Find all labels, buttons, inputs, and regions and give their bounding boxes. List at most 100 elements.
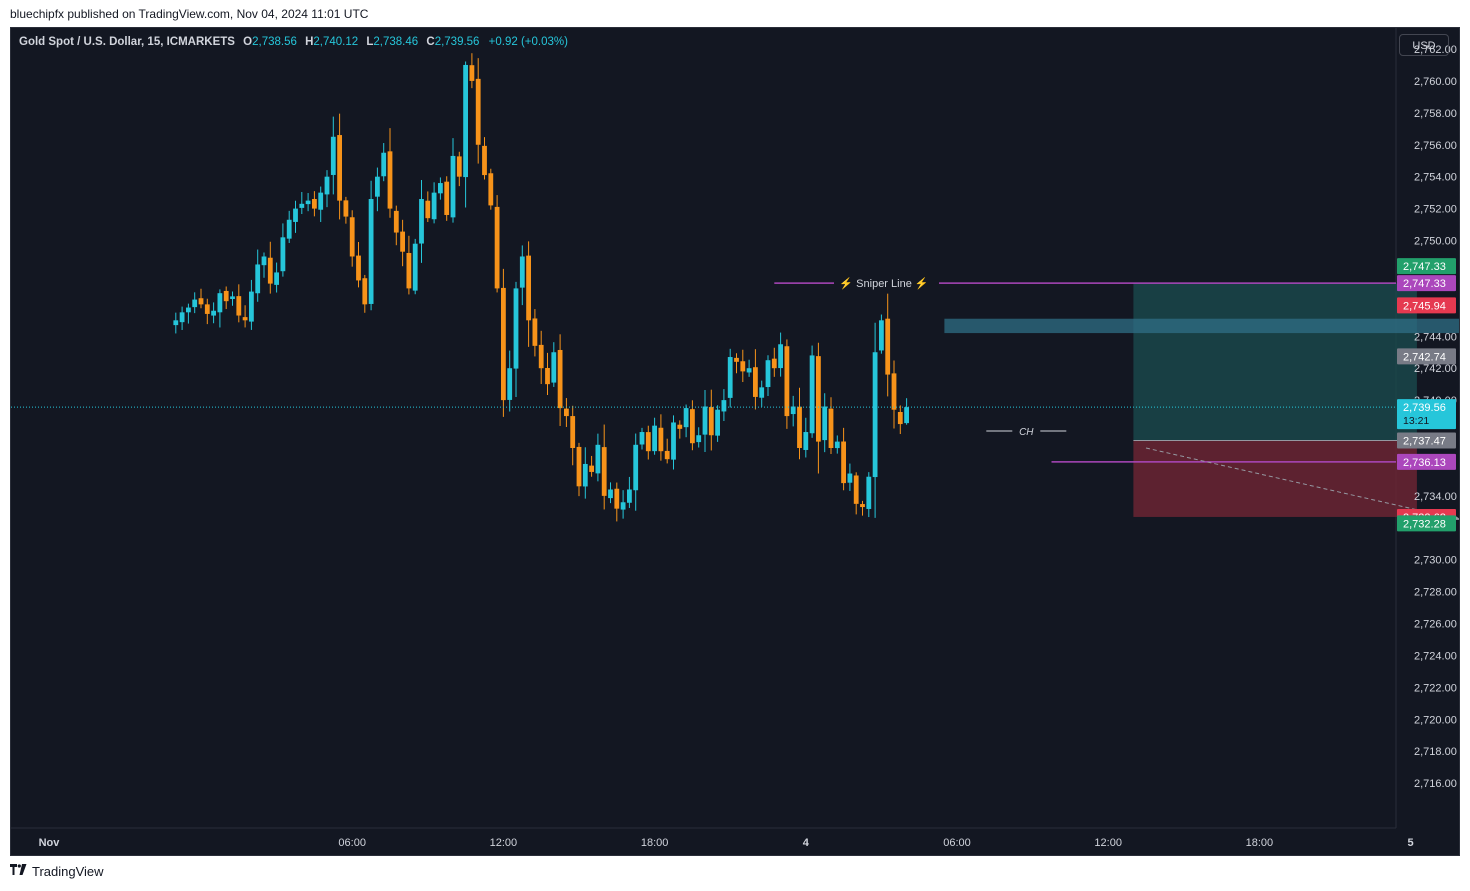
candle[interactable] <box>368 199 374 304</box>
candle[interactable] <box>267 257 273 284</box>
candle[interactable] <box>608 489 613 499</box>
candle[interactable] <box>690 409 695 444</box>
candle[interactable] <box>822 406 828 441</box>
candle[interactable] <box>753 367 758 397</box>
candle[interactable] <box>249 291 254 322</box>
candle[interactable] <box>211 310 216 316</box>
candle[interactable] <box>784 346 790 417</box>
supply-zone[interactable] <box>944 318 1460 334</box>
long-stop-zone[interactable] <box>1133 440 1417 517</box>
candle[interactable] <box>589 465 594 472</box>
candle[interactable] <box>173 320 179 326</box>
candle[interactable] <box>280 237 286 272</box>
long-target-zone[interactable] <box>1133 283 1417 441</box>
candle[interactable] <box>734 357 739 362</box>
candle[interactable] <box>570 416 576 448</box>
candle[interactable] <box>198 298 204 305</box>
candle[interactable] <box>866 476 872 509</box>
candle[interactable] <box>532 318 538 346</box>
candle[interactable] <box>223 290 229 302</box>
candle[interactable] <box>349 217 355 257</box>
candle[interactable] <box>469 65 475 81</box>
candle[interactable] <box>891 373 897 410</box>
candle[interactable] <box>582 463 588 487</box>
candle[interactable] <box>393 210 399 233</box>
candle[interactable] <box>204 304 210 314</box>
candle[interactable] <box>885 318 891 375</box>
candle[interactable] <box>324 176 330 195</box>
candle[interactable] <box>834 441 840 449</box>
candle[interactable] <box>721 400 727 412</box>
candle[interactable] <box>456 156 462 177</box>
candle[interactable] <box>595 444 601 474</box>
candle[interactable] <box>230 296 235 299</box>
candle[interactable] <box>746 368 752 373</box>
candle[interactable] <box>526 255 531 321</box>
candle[interactable] <box>293 208 298 222</box>
candle[interactable] <box>828 408 834 448</box>
candle[interactable] <box>192 299 198 308</box>
candle[interactable] <box>312 198 317 209</box>
candle[interactable] <box>683 408 689 428</box>
candle[interactable] <box>475 78 481 145</box>
candle[interactable] <box>904 407 909 424</box>
currency-button[interactable]: USD <box>1399 34 1449 56</box>
footer-brand[interactable]: TradingView <box>32 864 104 879</box>
candle[interactable] <box>431 192 437 220</box>
candle[interactable] <box>620 502 626 510</box>
candle[interactable] <box>897 411 903 425</box>
candle[interactable] <box>708 407 714 436</box>
candle[interactable] <box>286 219 292 239</box>
candle[interactable] <box>362 278 368 305</box>
candle[interactable] <box>702 406 708 435</box>
candle[interactable] <box>715 409 720 436</box>
candle[interactable] <box>658 427 664 452</box>
projection-arrow[interactable] <box>1145 447 1460 520</box>
candle[interactable] <box>400 231 405 252</box>
candle[interactable] <box>671 422 676 460</box>
candle[interactable] <box>318 192 324 210</box>
candle[interactable] <box>513 288 519 369</box>
candle[interactable] <box>406 252 412 289</box>
candle[interactable] <box>879 320 884 351</box>
candle[interactable] <box>381 152 387 177</box>
candle[interactable] <box>488 173 494 206</box>
candle[interactable] <box>576 446 582 487</box>
candle[interactable] <box>645 432 651 452</box>
candle[interactable] <box>375 176 380 197</box>
candle[interactable] <box>236 296 242 316</box>
candle[interactable] <box>501 287 506 401</box>
candle[interactable] <box>816 356 821 442</box>
candle[interactable] <box>797 406 802 448</box>
candle[interactable] <box>847 473 853 483</box>
candle[interactable] <box>450 155 456 218</box>
candle[interactable] <box>627 489 632 503</box>
candle[interactable] <box>255 264 261 294</box>
candle[interactable] <box>639 432 645 445</box>
candle[interactable] <box>771 358 777 369</box>
candle[interactable] <box>186 307 191 313</box>
candle[interactable] <box>261 256 267 266</box>
candle[interactable] <box>299 203 305 208</box>
candle[interactable] <box>652 425 657 452</box>
candle[interactable] <box>614 488 620 509</box>
chart-frame[interactable]: ⚡ Sniper Line ⚡ CH 2,762.00 2,760.00 2,758.0… <box>10 27 1460 856</box>
candle[interactable] <box>790 406 796 415</box>
candle[interactable] <box>387 151 393 209</box>
candle[interactable] <box>759 387 765 398</box>
candle[interactable] <box>778 344 783 369</box>
candle[interactable] <box>343 200 349 217</box>
candle[interactable] <box>425 200 431 219</box>
candle[interactable] <box>419 199 424 244</box>
candle[interactable] <box>740 361 746 372</box>
candle[interactable] <box>601 447 607 496</box>
candle[interactable] <box>482 145 487 176</box>
symbol-title[interactable]: Gold Spot / U.S. Dollar, 15, ICMARKETS <box>19 36 235 48</box>
candle[interactable] <box>538 344 544 369</box>
candle[interactable] <box>809 355 815 434</box>
candle[interactable] <box>356 255 361 281</box>
candle[interactable] <box>337 135 342 201</box>
candlestick-chart[interactable]: ⚡ Sniper Line ⚡CH2,762.002,760.002,758.0… <box>11 28 1460 856</box>
candle[interactable] <box>677 424 683 429</box>
candle[interactable] <box>274 272 279 285</box>
